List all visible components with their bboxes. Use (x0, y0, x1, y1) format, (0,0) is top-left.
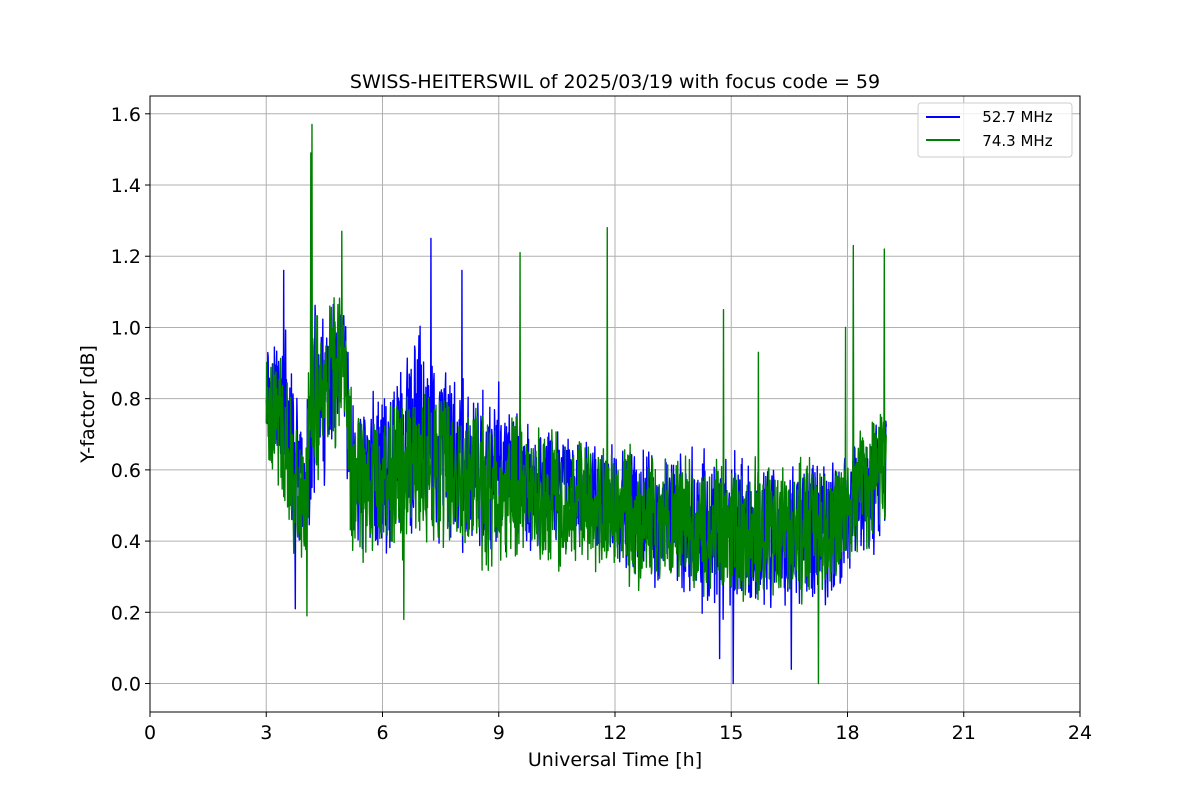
y-tick-label: 0.2 (111, 602, 141, 624)
y-tick-label: 1.6 (111, 104, 141, 126)
x-tick-label: 15 (719, 722, 743, 744)
x-tick-label: 9 (493, 722, 505, 744)
x-axis-ticks: 0 3 6 9 12 15 18 21 24 (144, 712, 1092, 744)
y-tick-label: 0.0 (111, 674, 141, 696)
x-tick-label: 3 (260, 722, 272, 744)
x-tick-label: 0 (144, 722, 156, 744)
y-tick-label: 0.8 (111, 389, 141, 411)
legend: 52.7 MHz 74.3 MHz (917, 102, 1073, 158)
y-axis-ticks: 0.0 0.2 0.4 0.6 0.8 1.0 1.2 1.4 1.6 (111, 104, 150, 696)
plot-area (265, 123, 887, 685)
legend-label-52-7: 52.7 MHz (968, 108, 1053, 126)
x-tick-label: 18 (835, 722, 859, 744)
x-tick-label: 12 (603, 722, 627, 744)
x-tick-label: 6 (376, 722, 388, 744)
series-line-1 (265, 123, 887, 685)
y-tick-label: 1.0 (111, 317, 141, 339)
y-axis-label: Y-factor [dB] (77, 345, 99, 464)
x-axis-label: Universal Time [h] (528, 749, 702, 771)
y-tick-label: 0.6 (111, 460, 141, 482)
x-tick-label: 21 (952, 722, 976, 744)
chart-title: SWISS-HEITERSWIL of 2025/03/19 with focu… (350, 71, 880, 93)
y-tick-label: 0.4 (111, 531, 141, 553)
legend-label-74-3: 74.3 MHz (968, 132, 1053, 150)
y-tick-label: 1.2 (111, 246, 141, 268)
y-tick-label: 1.4 (111, 175, 141, 197)
x-tick-label: 24 (1068, 722, 1092, 744)
